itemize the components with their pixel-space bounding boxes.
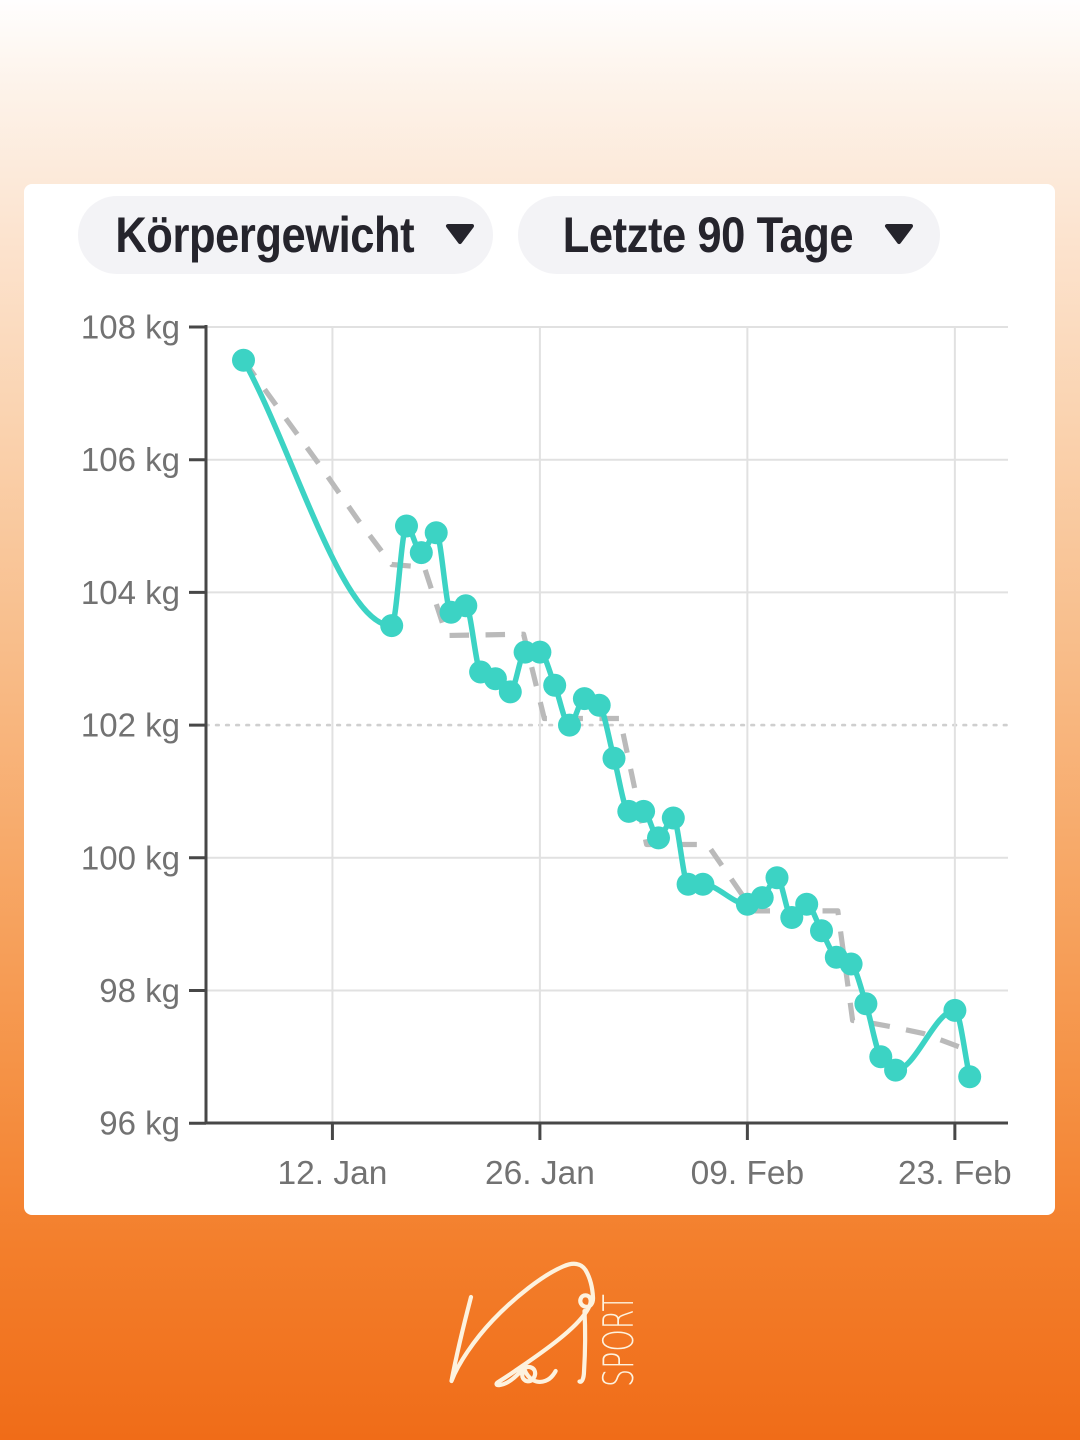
data-point[interactable]	[395, 514, 418, 538]
data-point[interactable]	[839, 952, 863, 976]
data-point[interactable]	[543, 673, 567, 697]
data-point[interactable]	[528, 640, 552, 664]
data-point[interactable]	[647, 826, 670, 850]
chevron-down-triangle	[446, 224, 475, 244]
metric-dropdown-label: Körpergewicht	[115, 207, 414, 263]
data-point[interactable]	[750, 886, 774, 910]
data-point[interactable]	[483, 667, 507, 691]
data-point[interactable]	[854, 992, 878, 1016]
y-axis-label: 96 kg	[99, 1105, 180, 1142]
y-axis-label: 108 kg	[81, 309, 180, 346]
logo-sport-text: SPORT	[594, 1294, 643, 1387]
data-point[interactable]	[232, 348, 255, 372]
data-point[interactable]	[424, 521, 448, 545]
data-point[interactable]	[691, 872, 715, 896]
y-axis-label: 106 kg	[81, 441, 180, 478]
data-point[interactable]	[780, 906, 804, 929]
data-point[interactable]	[943, 998, 967, 1022]
chevron-down-icon	[446, 224, 475, 244]
data-point[interactable]	[409, 541, 433, 565]
metric-dropdown[interactable]: Körpergewicht	[78, 196, 493, 274]
brand-signature-descender	[577, 1308, 588, 1384]
data-point[interactable]	[765, 866, 789, 890]
data-point[interactable]	[498, 680, 522, 704]
data-point[interactable]	[884, 1058, 908, 1082]
y-axis-label: 98 kg	[99, 972, 180, 1009]
x-axis-label: 23. Feb	[898, 1155, 1012, 1192]
data-point[interactable]	[602, 746, 626, 770]
data-point[interactable]	[632, 799, 656, 823]
data-point[interactable]	[558, 713, 581, 737]
data-point[interactable]	[380, 614, 404, 638]
data-point[interactable]	[958, 1065, 982, 1089]
data-point[interactable]	[795, 892, 819, 916]
range-dropdown-label: Letzte 90 Tage	[562, 207, 854, 263]
brand-signature-ka-loop	[449, 1261, 596, 1388]
data-point[interactable]	[810, 919, 833, 943]
y-axis-label: 102 kg	[81, 707, 180, 744]
data-point[interactable]	[454, 594, 478, 618]
chevron-down-icon	[884, 224, 913, 244]
data-point[interactable]	[661, 806, 685, 830]
y-axis-label: 104 kg	[81, 574, 180, 611]
range-dropdown[interactable]: Letzte 90 Tage	[518, 196, 940, 274]
x-axis-label: 09. Feb	[691, 1155, 805, 1192]
data-point[interactable]	[869, 1045, 893, 1069]
x-axis-label: 12. Jan	[277, 1155, 387, 1192]
data-point[interactable]	[587, 693, 611, 717]
trend-line	[241, 358, 961, 1050]
chevron-down-triangle	[884, 224, 913, 244]
x-axis-label: 26. Jan	[485, 1155, 595, 1192]
y-axis-label: 100 kg	[81, 839, 180, 876]
